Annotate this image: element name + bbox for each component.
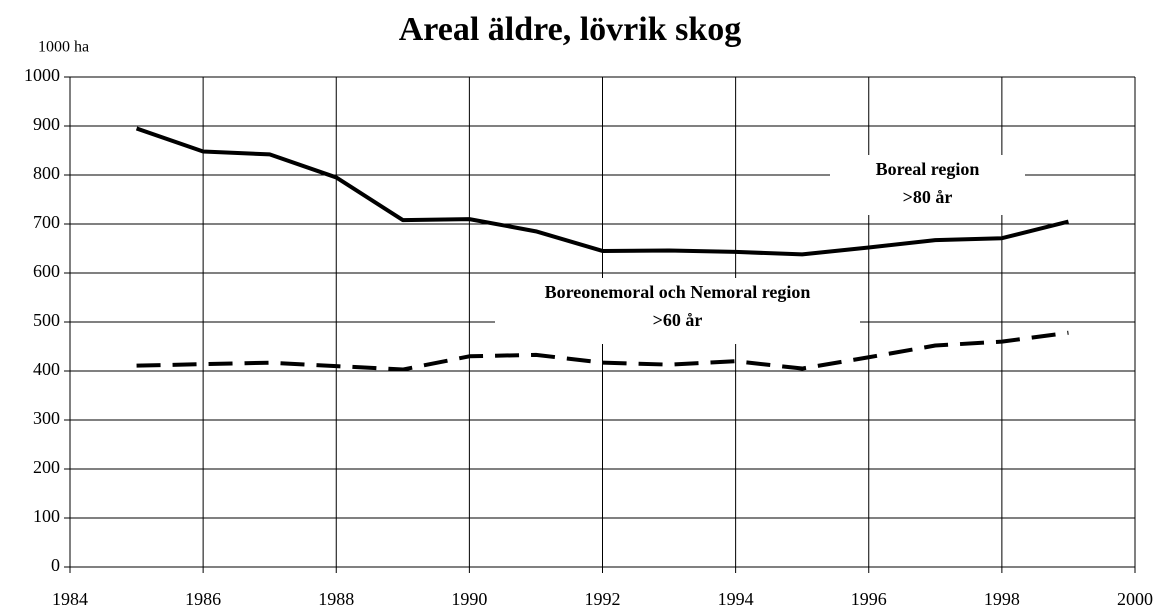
- y-tick-label: 800: [33, 163, 60, 183]
- x-tick-label: 1990: [451, 589, 487, 609]
- y-tick-label: 700: [33, 212, 60, 232]
- x-tick-label: 1988: [318, 589, 354, 609]
- x-tick-label: 1992: [585, 589, 621, 609]
- label-box: [830, 155, 1025, 215]
- x-tick-label: 1986: [185, 589, 221, 609]
- series-line: [136, 330, 1069, 372]
- x-tick-label: 1994: [718, 589, 754, 609]
- y-tick-label: 600: [33, 261, 60, 281]
- y-tick-label: 200: [33, 457, 60, 477]
- y-tick-label: 500: [33, 310, 60, 330]
- y-tick-label: 1000: [24, 65, 60, 85]
- series-label-age: >60 år: [653, 310, 703, 330]
- series-label: Boreal region: [876, 159, 980, 179]
- x-tick-label: 1996: [851, 589, 887, 609]
- y-tick-label: 400: [33, 359, 60, 379]
- series-label: Boreonemoral och Nemoral region: [545, 282, 811, 302]
- x-tick-label: 1998: [984, 589, 1020, 609]
- y-tick-label: 100: [33, 506, 60, 526]
- y-tick-label: 900: [33, 114, 60, 134]
- series-line: [135, 126, 1069, 257]
- y-axis-label: 1000 ha: [38, 39, 89, 56]
- y-tick-label: 300: [33, 408, 60, 428]
- y-tick-label: 0: [51, 555, 60, 575]
- series-label-age: >80 år: [903, 187, 953, 207]
- x-tick-label: 1984: [52, 589, 88, 609]
- label-box: [495, 278, 860, 344]
- x-tick-label: 2000: [1117, 589, 1153, 609]
- chart-title: Areal äldre, lövrik skog: [399, 11, 742, 48]
